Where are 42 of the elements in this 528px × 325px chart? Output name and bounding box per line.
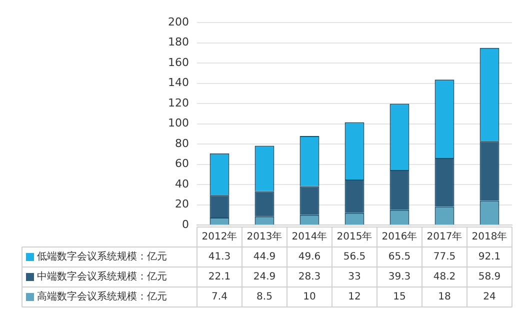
y-tick-label: 80 xyxy=(174,136,189,150)
data-label: 12 xyxy=(348,292,361,303)
data-label: 24 xyxy=(483,292,496,303)
data-label: 48.2 xyxy=(433,272,456,283)
data-label: 8.5 xyxy=(256,292,272,303)
y-tick-label: 160 xyxy=(168,56,189,69)
data-label: 10 xyxy=(303,292,316,303)
data-label: 24.9 xyxy=(253,272,276,283)
y-tick-label: 100 xyxy=(168,116,189,130)
data-label: 33 xyxy=(348,272,361,283)
y-tick-label: 200 xyxy=(168,15,189,28)
y-tick-label: 140 xyxy=(168,76,189,90)
data-label: 44.9 xyxy=(253,252,276,263)
y-tick-label: 0 xyxy=(182,218,189,231)
data-label: 65.5 xyxy=(388,252,411,263)
data-label: 77.5 xyxy=(433,252,456,263)
data-label: 18 xyxy=(438,292,451,303)
data-label: 28.3 xyxy=(298,272,321,283)
data-label: 49.6 xyxy=(298,252,321,263)
x-tick-label: 2017年 xyxy=(426,230,462,243)
data-label: 22.1 xyxy=(208,272,231,283)
y-tick-label: 20 xyxy=(174,198,189,211)
y-tick-label: 120 xyxy=(168,96,189,110)
x-tick-label: 2018年 xyxy=(472,230,508,243)
x-tick-label: 2012年 xyxy=(202,230,238,243)
data-label: 7.4 xyxy=(212,292,228,303)
x-tick-label: 2014年 xyxy=(292,230,328,243)
data-label: 39.3 xyxy=(388,272,411,283)
data-label: 56.5 xyxy=(343,252,366,263)
x-tick-label: 2016年 xyxy=(382,230,418,243)
legend-label: 高端数字会议系统规模：亿元 xyxy=(37,290,167,303)
x-tick-label: 2013年 xyxy=(246,230,282,243)
legend-label: 低端数字会议系统规模：亿元 xyxy=(37,250,167,263)
legend-label: 中端数字会议系统规模：亿元 xyxy=(37,270,167,283)
y-tick-label: 180 xyxy=(168,36,189,49)
data-label: 15 xyxy=(393,292,406,303)
data-label: 41.3 xyxy=(208,252,231,263)
x-tick-label: 2015年 xyxy=(336,230,372,243)
data-label: 58.9 xyxy=(478,272,501,283)
data-label: 92.1 xyxy=(478,252,501,263)
y-tick-label: 40 xyxy=(174,177,189,190)
y-tick-label: 60 xyxy=(174,157,189,170)
